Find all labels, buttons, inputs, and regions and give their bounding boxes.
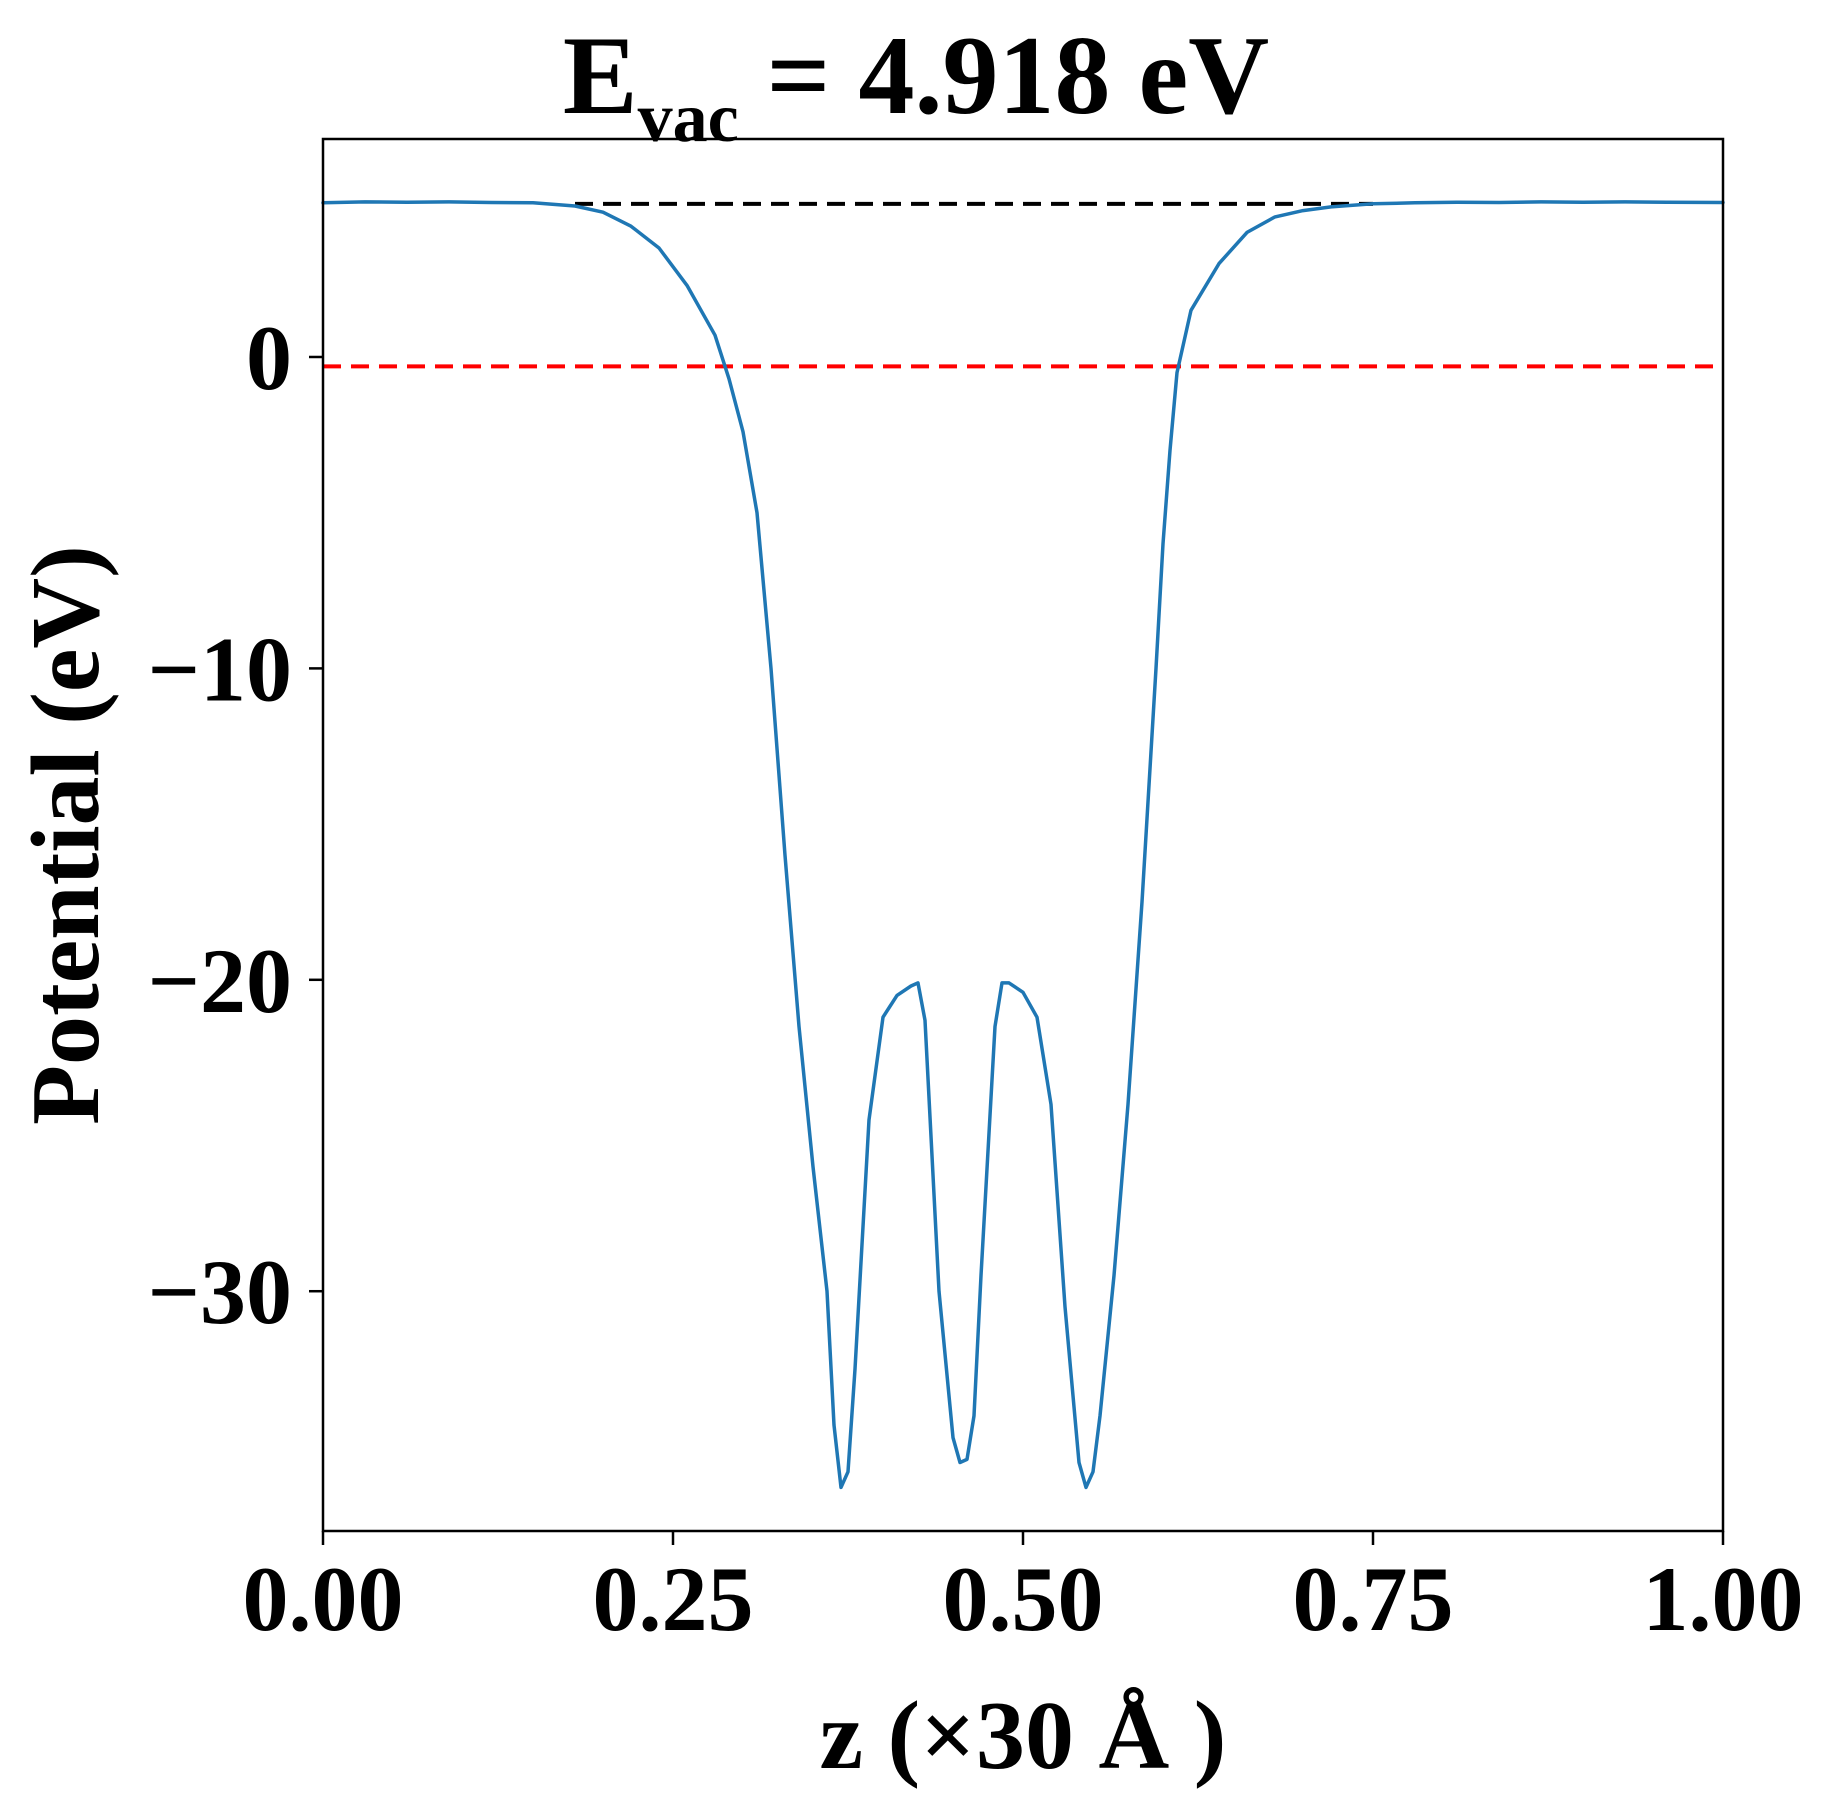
x-axis-label: z (×30 Å ) [820, 1682, 1227, 1790]
chart-title: Evac = 4.918 eV [563, 14, 1269, 157]
plot-area [321, 200, 1725, 1490]
y-tick-label: −20 [148, 930, 292, 1032]
x-axis-ticks: 0.00 0.25 0.50 0.75 1.00 [243, 1531, 1804, 1650]
x-tick-label: 0.50 [943, 1548, 1104, 1650]
x-tick-label: 1.00 [1643, 1548, 1804, 1650]
y-tick-label: −10 [148, 618, 292, 720]
x-tick-label: 0.75 [1293, 1548, 1454, 1650]
y-axis-label: Potential (eV) [12, 545, 120, 1125]
title-subscript: vac [638, 80, 739, 157]
series-line-0 [321, 200, 1725, 1490]
x-tick-label: 0.25 [593, 1548, 754, 1650]
y-tick-label: 0 [246, 307, 292, 409]
y-tick-label: −30 [148, 1241, 292, 1343]
y-axis-ticks: 0 −10 −20 −30 [148, 307, 323, 1343]
title-symbol: E [563, 14, 638, 138]
title-rest: = 4.918 eV [739, 14, 1269, 138]
x-tick-label: 0.00 [243, 1548, 404, 1650]
